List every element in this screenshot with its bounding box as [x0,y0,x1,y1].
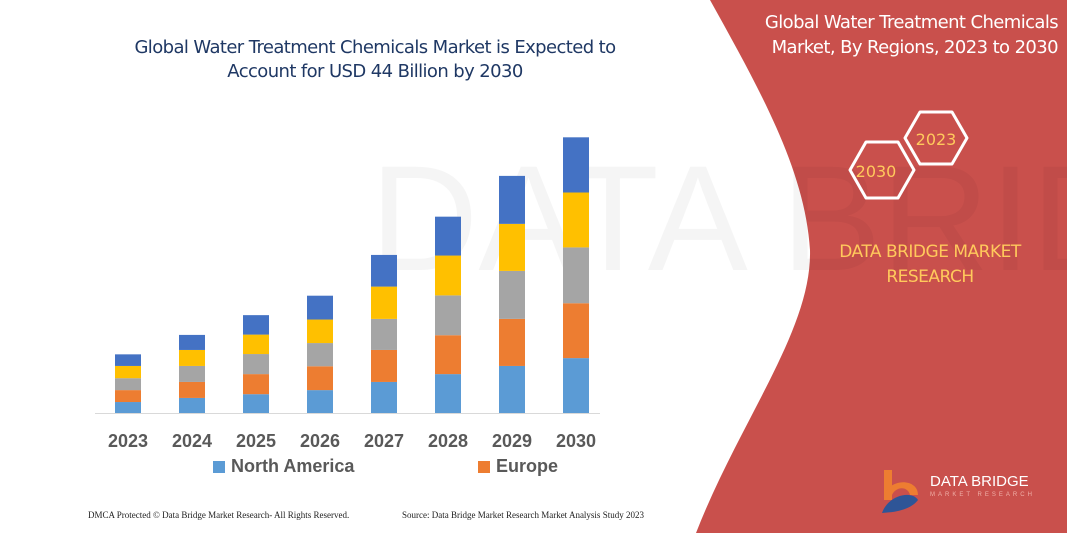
bar-segment-2023-series-4 [115,365,141,379]
bar-segment-2030-series-2 [563,303,589,359]
bar-segment-2026-series-3 [307,343,333,367]
bar-segment-2024-series-1 [179,397,205,413]
legend-label: Europe [496,456,559,476]
bar-segment-2030-series-5 [563,137,589,193]
bar-segment-2027-series-1 [371,381,397,413]
bar-segment-2029-series-2 [499,318,525,366]
bar-segment-2025-series-5 [243,315,269,335]
x-tick-label: 2024 [172,431,212,451]
bar-segment-2023-series-3 [115,378,141,391]
bar-segment-2026-series-1 [307,390,333,413]
logo-icon [882,470,918,513]
bar-segment-2023-series-1 [115,402,141,413]
hex-label-2030: 2030 [856,162,897,181]
copyright-text: DMCA Protected © Data Bridge Market Rese… [88,510,350,520]
bar-segment-2025-series-3 [243,354,269,375]
watermark-text: DATA BRIDGE [370,134,1067,302]
source-text: Source: Data Bridge Market Research Mark… [402,510,644,520]
legend-swatch [478,460,490,473]
x-tick-label: 2023 [108,431,148,451]
bar-segment-2025-series-1 [243,394,269,413]
bar-segment-2027-series-5 [371,254,397,287]
hexagon-2030-icon [848,140,916,200]
bar-segment-2023-series-2 [115,390,141,403]
legend-label: North America [231,456,355,476]
bar-segment-2026-series-4 [307,319,333,344]
bar-segment-2027-series-2 [371,349,397,382]
bar-segment-2030-series-3 [563,247,589,304]
brand-text: DATA BRIDGE MARKET RESEARCH [839,242,1021,287]
side-panel-title: Global Water Treatment Chemicals Market,… [764,12,1059,58]
bar-segment-2028-series-1 [435,374,461,413]
x-tick-label: 2028 [428,431,468,451]
bar-segment-2028-series-3 [435,295,461,336]
bar-segment-2025-series-4 [243,334,269,355]
bar-segment-2030-series-1 [563,358,589,413]
bar-segment-2025-series-2 [243,374,269,395]
bar-segment-2028-series-4 [435,255,461,296]
bar-segment-2029-series-4 [499,223,525,271]
x-tick-label: 2030 [556,431,596,451]
bar-segment-2027-series-3 [371,318,397,350]
x-tick-label: 2029 [492,431,532,451]
stacked-bar-chart: 2023 2024 2025 2026 2027 2028 2029 2030 [95,137,600,451]
bar-segment-2028-series-5 [435,216,461,256]
x-tick-label: 2025 [236,431,276,451]
bar-segment-2028-series-2 [435,335,461,375]
hex-label-2023: 2023 [916,130,957,149]
bar-segment-2026-series-5 [307,295,333,320]
x-tick-label: 2027 [364,431,404,451]
bar-segment-2029-series-3 [499,270,525,319]
logo-text: DATA BRIDGE [930,473,1029,490]
bar-segment-2023-series-5 [115,354,141,366]
hexagon-2023-icon [903,110,969,166]
red-side-panel [696,0,1067,533]
bar-segment-2026-series-2 [307,366,333,391]
bar-segment-2029-series-5 [499,175,525,224]
legend-item-north-america: North America [213,456,354,477]
logo-subtext: MARKET RESEARCH [930,492,1035,498]
bar-segment-2030-series-4 [563,192,589,248]
bar-segment-2027-series-4 [371,286,397,319]
bar-segment-2029-series-1 [499,365,525,413]
legend-item-europe: Europe [478,456,558,477]
chart-title: Global Water Treatment Chemicals Market … [134,37,616,82]
bar-segment-2024-series-5 [179,334,205,350]
bar-segment-2024-series-4 [179,349,205,366]
bar-segment-2024-series-3 [179,365,205,382]
legend-swatch [213,460,225,473]
bar-segment-2024-series-2 [179,381,205,398]
x-tick-label: 2026 [300,431,340,451]
